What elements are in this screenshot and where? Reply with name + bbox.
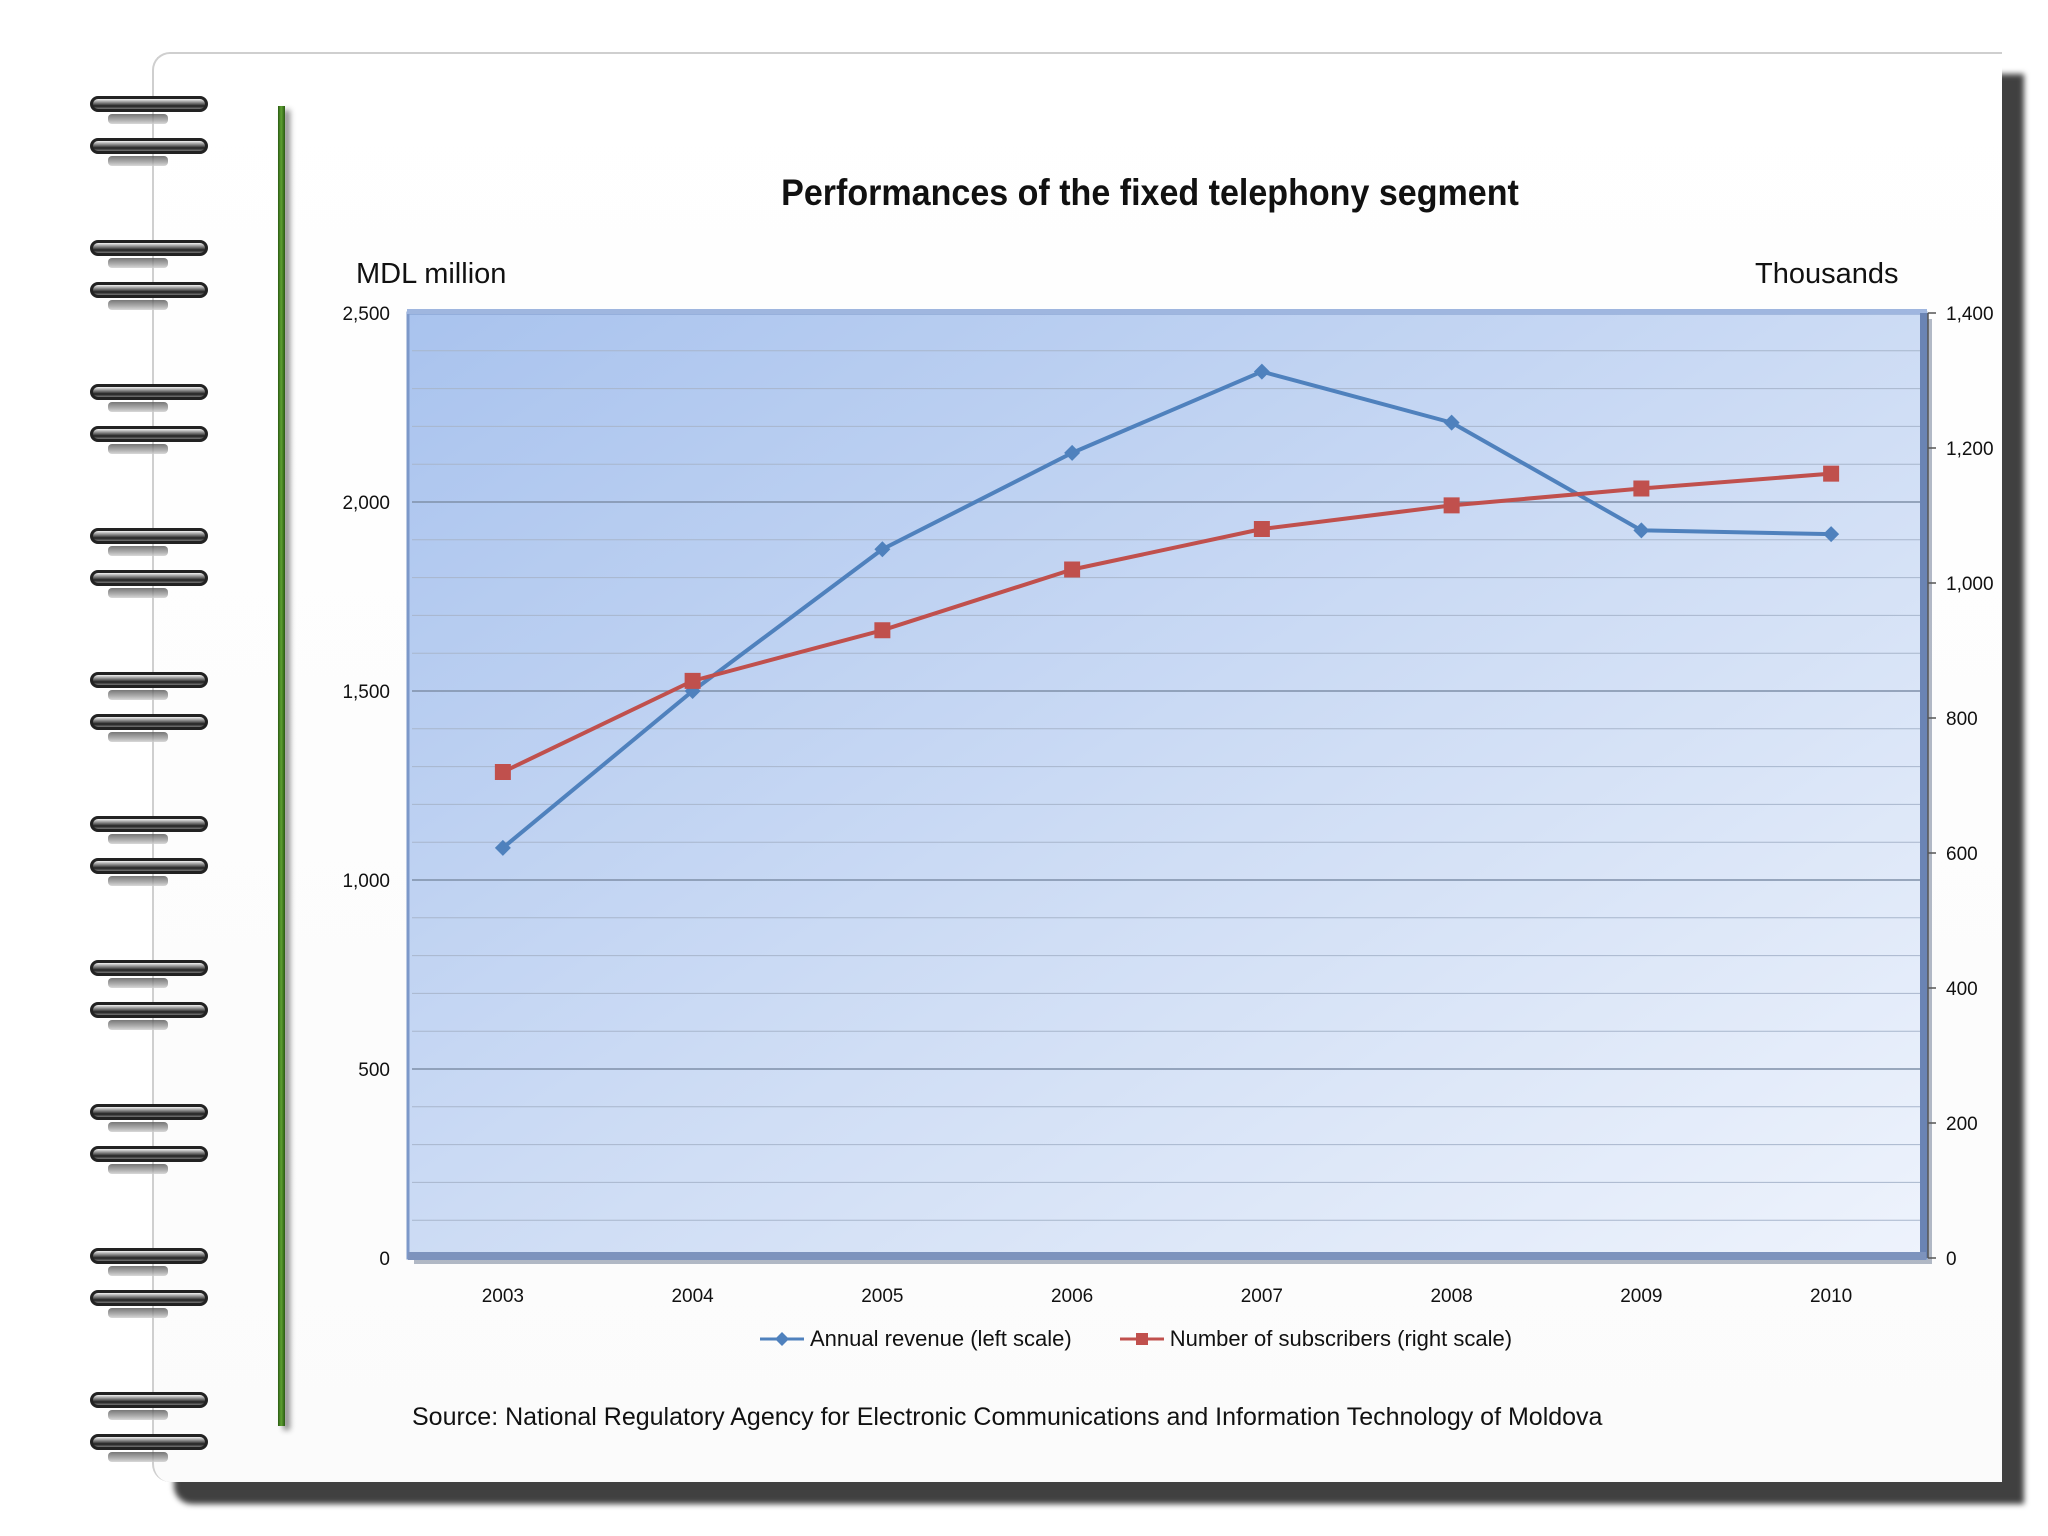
binding-ring-shadow (108, 1122, 168, 1132)
binding-ring-shadow (108, 1308, 168, 1318)
subscribers-series-line (502, 471, 1832, 774)
revenue-data-point (1443, 414, 1460, 431)
left-axis-tick-label: 2,500 (342, 304, 390, 325)
binding-ring-shadow (108, 732, 168, 742)
plot-area-right-bevel (1920, 313, 1928, 1258)
spiral-binding (90, 96, 220, 1462)
subscribers-data-point (1064, 561, 1081, 578)
plot-area-bottom-bevel (408, 1252, 1926, 1260)
left-axis-unit-label: MDL million (356, 258, 507, 290)
revenue-data-point (874, 541, 891, 558)
binding-ring-shadow (108, 978, 168, 988)
x-axis-tick-label: 2008 (1430, 1286, 1472, 1307)
right-axis-unit-label: Thousands (1755, 258, 1899, 290)
subscribers-data-point (1823, 465, 1840, 482)
x-axis-tick-label: 2007 (1241, 1286, 1283, 1307)
legend-item-revenue: Annual revenue (left scale) (760, 1326, 1072, 1352)
binding-ring-shadow (108, 1020, 168, 1030)
binding-ring (90, 570, 208, 586)
subscribers-data-point (1253, 521, 1270, 537)
legend-item-subscribers: Number of subscribers (right scale) (1119, 1326, 1513, 1352)
right-axis-tick-label: 1,000 (1946, 574, 1994, 595)
right-axis-tick-label: 200 (1946, 1114, 1978, 1135)
binding-ring-shadow (108, 588, 168, 598)
source-note: Source: National Regulatory Agency for E… (412, 1403, 1603, 1431)
revenue-data-point (1633, 522, 1650, 539)
revenue-data-point (1253, 363, 1270, 380)
right-axis-tick-label: 0 (1946, 1249, 1957, 1270)
subscribers-data-point (494, 764, 511, 780)
legend-subscribers-label: Number of subscribers (right scale) (1169, 1326, 1513, 1351)
subscribers-data-point (684, 672, 701, 689)
binding-ring-shadow (108, 444, 168, 454)
left-axis-tick-label: 2,000 (342, 493, 390, 514)
binding-ring-shadow (108, 258, 168, 268)
right-axis-tick-label: 1,400 (1946, 304, 1994, 325)
x-axis-tick-label: 2010 (1810, 1286, 1852, 1307)
plot-area (406, 311, 1928, 1260)
binding-ring (90, 528, 208, 544)
legend-revenue-label: Annual revenue (left scale) (810, 1326, 1072, 1351)
binding-ring (90, 1434, 208, 1450)
binding-ring-shadow (108, 1452, 168, 1462)
revenue-data-point (1064, 444, 1081, 461)
binding-ring-shadow (108, 300, 168, 310)
binding-ring-shadow (108, 834, 168, 844)
chart-title: Performances of the fixed telephony segm… (781, 172, 1519, 213)
chart-legend: Annual revenue (left scale) Number of su… (760, 1322, 1512, 1356)
binding-ring (90, 1248, 208, 1264)
binding-ring-shadow (108, 1266, 168, 1276)
right-axis-tick-label: 800 (1946, 709, 1978, 730)
binding-ring (90, 384, 208, 400)
right-axis-tick-label: 600 (1946, 844, 1978, 865)
binding-ring-shadow (108, 402, 168, 412)
binding-ring (90, 1146, 208, 1162)
binding-ring-shadow (108, 156, 168, 166)
right-axis-tick-label: 400 (1946, 979, 1978, 1000)
binding-ring (90, 1104, 208, 1120)
binding-ring-shadow (108, 1410, 168, 1420)
subscribers-data-point (1443, 497, 1460, 514)
binding-ring (90, 1392, 208, 1408)
x-axis-tick-label: 2005 (861, 1286, 903, 1307)
subscribers-data-point (874, 622, 891, 639)
revenue-data-point (1823, 526, 1840, 543)
notebook-margin-line (278, 106, 285, 1426)
x-axis-tick-label: 2006 (1051, 1286, 1093, 1307)
binding-ring (90, 1290, 208, 1306)
left-axis-tick-label: 0 (379, 1249, 390, 1270)
binding-ring (90, 858, 208, 874)
binding-ring (90, 672, 208, 688)
binding-ring (90, 240, 208, 256)
binding-ring (90, 960, 208, 976)
binding-ring (90, 426, 208, 442)
binding-ring (90, 816, 208, 832)
binding-ring-shadow (108, 114, 168, 124)
binding-ring-shadow (108, 546, 168, 556)
binding-ring (90, 96, 208, 112)
right-axis-tick-label: 1,200 (1946, 439, 1994, 460)
legend-revenue-swatch (760, 1332, 804, 1346)
left-axis-tick-label: 1,500 (342, 682, 390, 703)
left-axis-tick-label: 1,000 (342, 871, 390, 892)
x-axis-tick-label: 2004 (671, 1286, 714, 1307)
binding-ring (90, 714, 208, 730)
x-axis-tick-label: 2003 (482, 1286, 524, 1307)
plot-area-top-bevel (407, 309, 1927, 314)
revenue-data-point (494, 839, 511, 856)
legend-subscribers-swatch (1119, 1333, 1164, 1345)
left-axis-tick-label: 500 (358, 1060, 390, 1081)
binding-ring-shadow (108, 876, 168, 886)
binding-ring-shadow (108, 1164, 168, 1174)
x-axis-tick-label: 2009 (1620, 1286, 1662, 1307)
binding-ring (90, 282, 208, 298)
binding-ring (90, 138, 208, 154)
revenue-series-line (501, 369, 1832, 850)
binding-ring (90, 1002, 208, 1018)
subscribers-data-point (1633, 480, 1650, 497)
binding-ring-shadow (108, 690, 168, 700)
